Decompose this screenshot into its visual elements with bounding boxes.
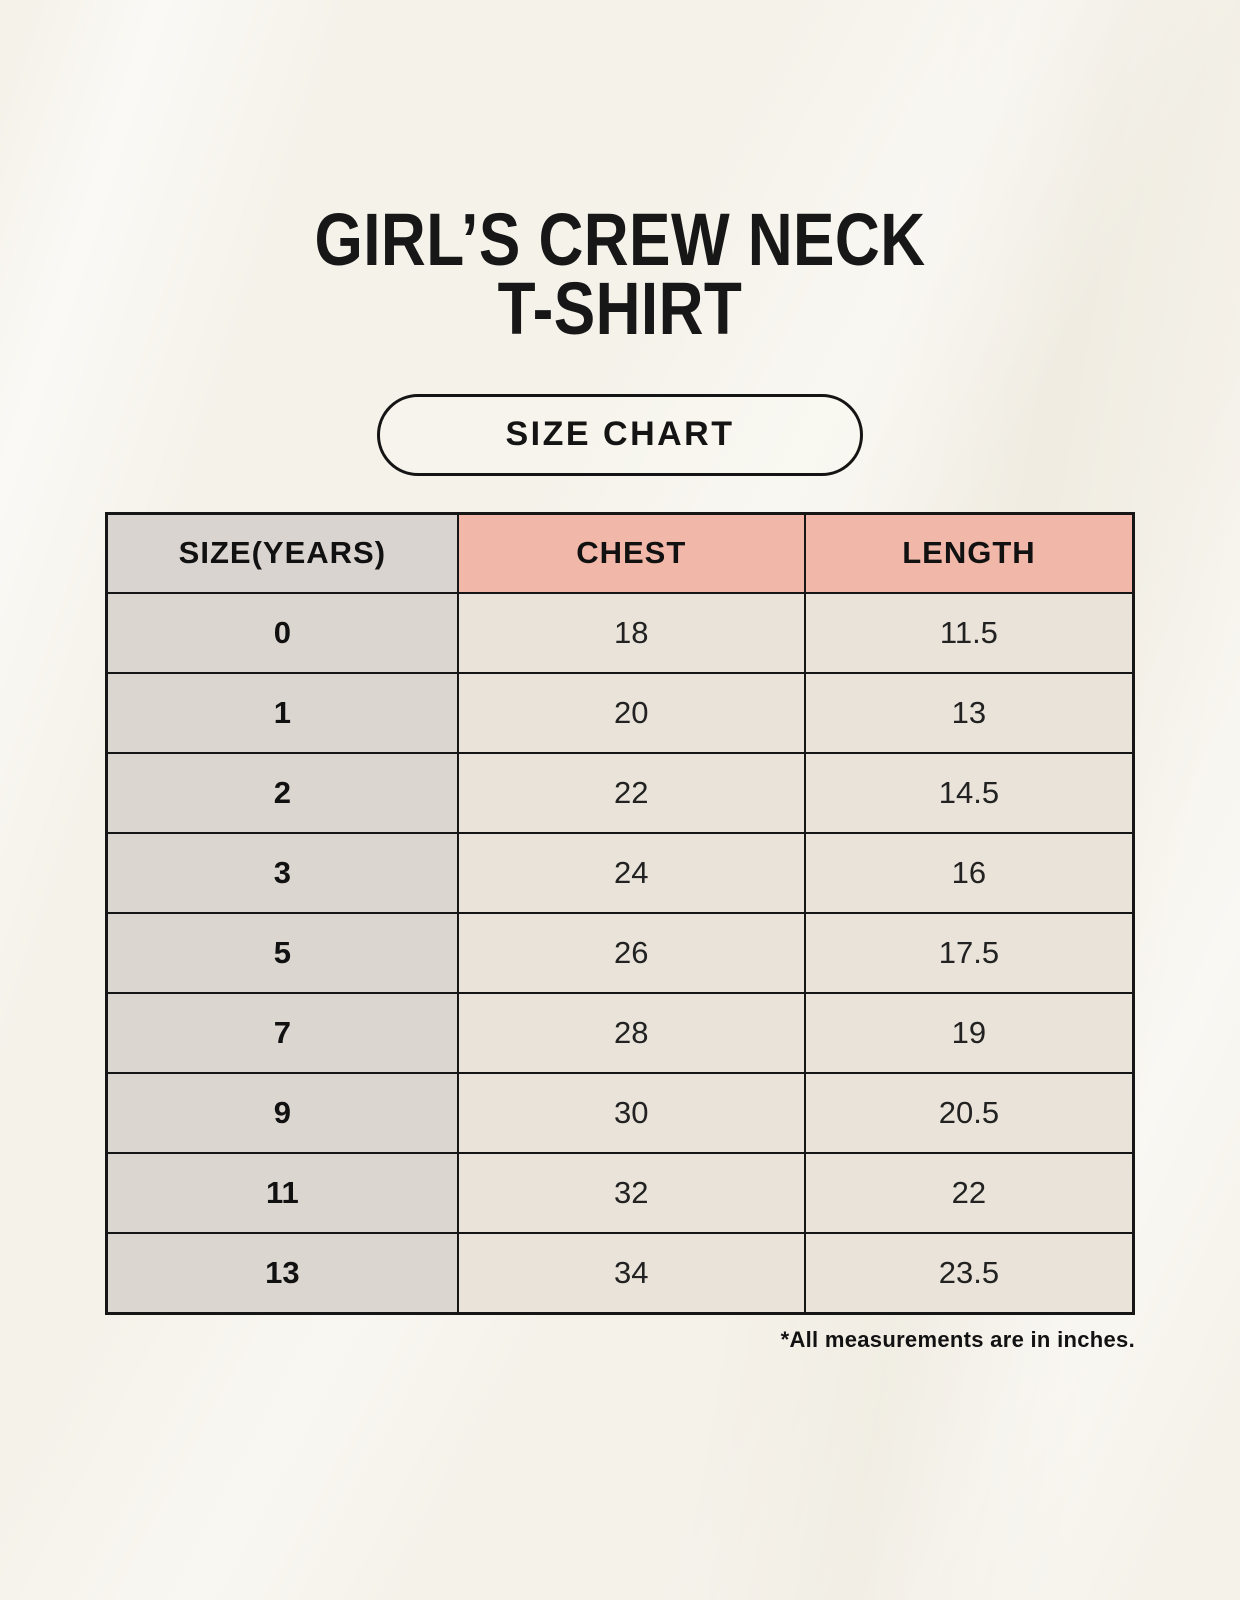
page-title: GIRL’S CREW NECK T-SHIRT	[99, 0, 1141, 350]
table-row: 7 28 19	[105, 992, 1135, 1075]
length-cell: 23.5	[803, 1232, 1135, 1315]
chest-cell: 22	[456, 752, 806, 835]
page-title-line-2: T-SHIRT	[497, 266, 743, 350]
table-row: 0 18 11.5	[105, 592, 1135, 675]
table-row: 13 34 23.5	[105, 1232, 1135, 1315]
table-row: 11 32 22	[105, 1152, 1135, 1235]
length-cell: 14.5	[803, 752, 1135, 835]
chest-cell: 28	[456, 992, 806, 1075]
chest-cell: 20	[456, 672, 806, 755]
size-cell: 1	[105, 672, 459, 755]
table-row: 2 22 14.5	[105, 752, 1135, 835]
table-row: 1 20 13	[105, 672, 1135, 755]
size-chart-badge: SIZE CHART	[377, 393, 863, 476]
size-cell: 13	[105, 1232, 459, 1315]
length-cell: 11.5	[803, 592, 1135, 675]
table-row: 9 30 20.5	[105, 1072, 1135, 1155]
length-cell: 13	[803, 672, 1135, 755]
chest-cell: 24	[456, 832, 806, 915]
chest-cell: 34	[456, 1232, 806, 1315]
size-table: SIZE(YEARS) CHEST LENGTH 0 18 11.5 1 20 13 2 22…	[105, 511, 1135, 1315]
size-cell: 0	[105, 592, 459, 675]
size-cell: 11	[105, 1152, 459, 1235]
measurements-footnote: *All measurements are in inches.	[780, 1326, 1135, 1352]
chest-cell: 30	[456, 1072, 806, 1155]
chest-cell: 32	[456, 1152, 806, 1235]
length-cell: 19	[803, 992, 1135, 1075]
header-cell-size-years: SIZE(YEARS)	[105, 512, 459, 595]
header-cell-chest: CHEST	[456, 512, 806, 595]
length-cell: 22	[803, 1152, 1135, 1235]
size-cell: 7	[105, 992, 459, 1075]
table-header-row: SIZE(YEARS) CHEST LENGTH	[105, 512, 1135, 595]
size-cell: 5	[105, 912, 459, 995]
table-row: 5 26 17.5	[105, 912, 1135, 995]
length-cell: 16	[803, 832, 1135, 915]
header-cell-length: LENGTH	[803, 512, 1135, 595]
chest-cell: 26	[456, 912, 806, 995]
chest-cell: 18	[456, 592, 806, 675]
size-chart-badge-label: SIZE CHART	[505, 415, 735, 454]
length-cell: 17.5	[803, 912, 1135, 995]
table-row: 3 24 16	[105, 832, 1135, 915]
size-table-header: SIZE(YEARS) CHEST LENGTH	[105, 512, 1135, 595]
length-cell: 20.5	[803, 1072, 1135, 1155]
size-cell: 9	[105, 1072, 459, 1155]
size-cell: 3	[105, 832, 459, 915]
size-cell: 2	[105, 752, 459, 835]
size-table-body: 0 18 11.5 1 20 13 2 22 14.5 3 24 16 5 26 17.5 7 28 19 9 30 2…	[105, 592, 1135, 1315]
page-title-line-1: GIRL’S CREW NECK	[314, 198, 926, 281]
